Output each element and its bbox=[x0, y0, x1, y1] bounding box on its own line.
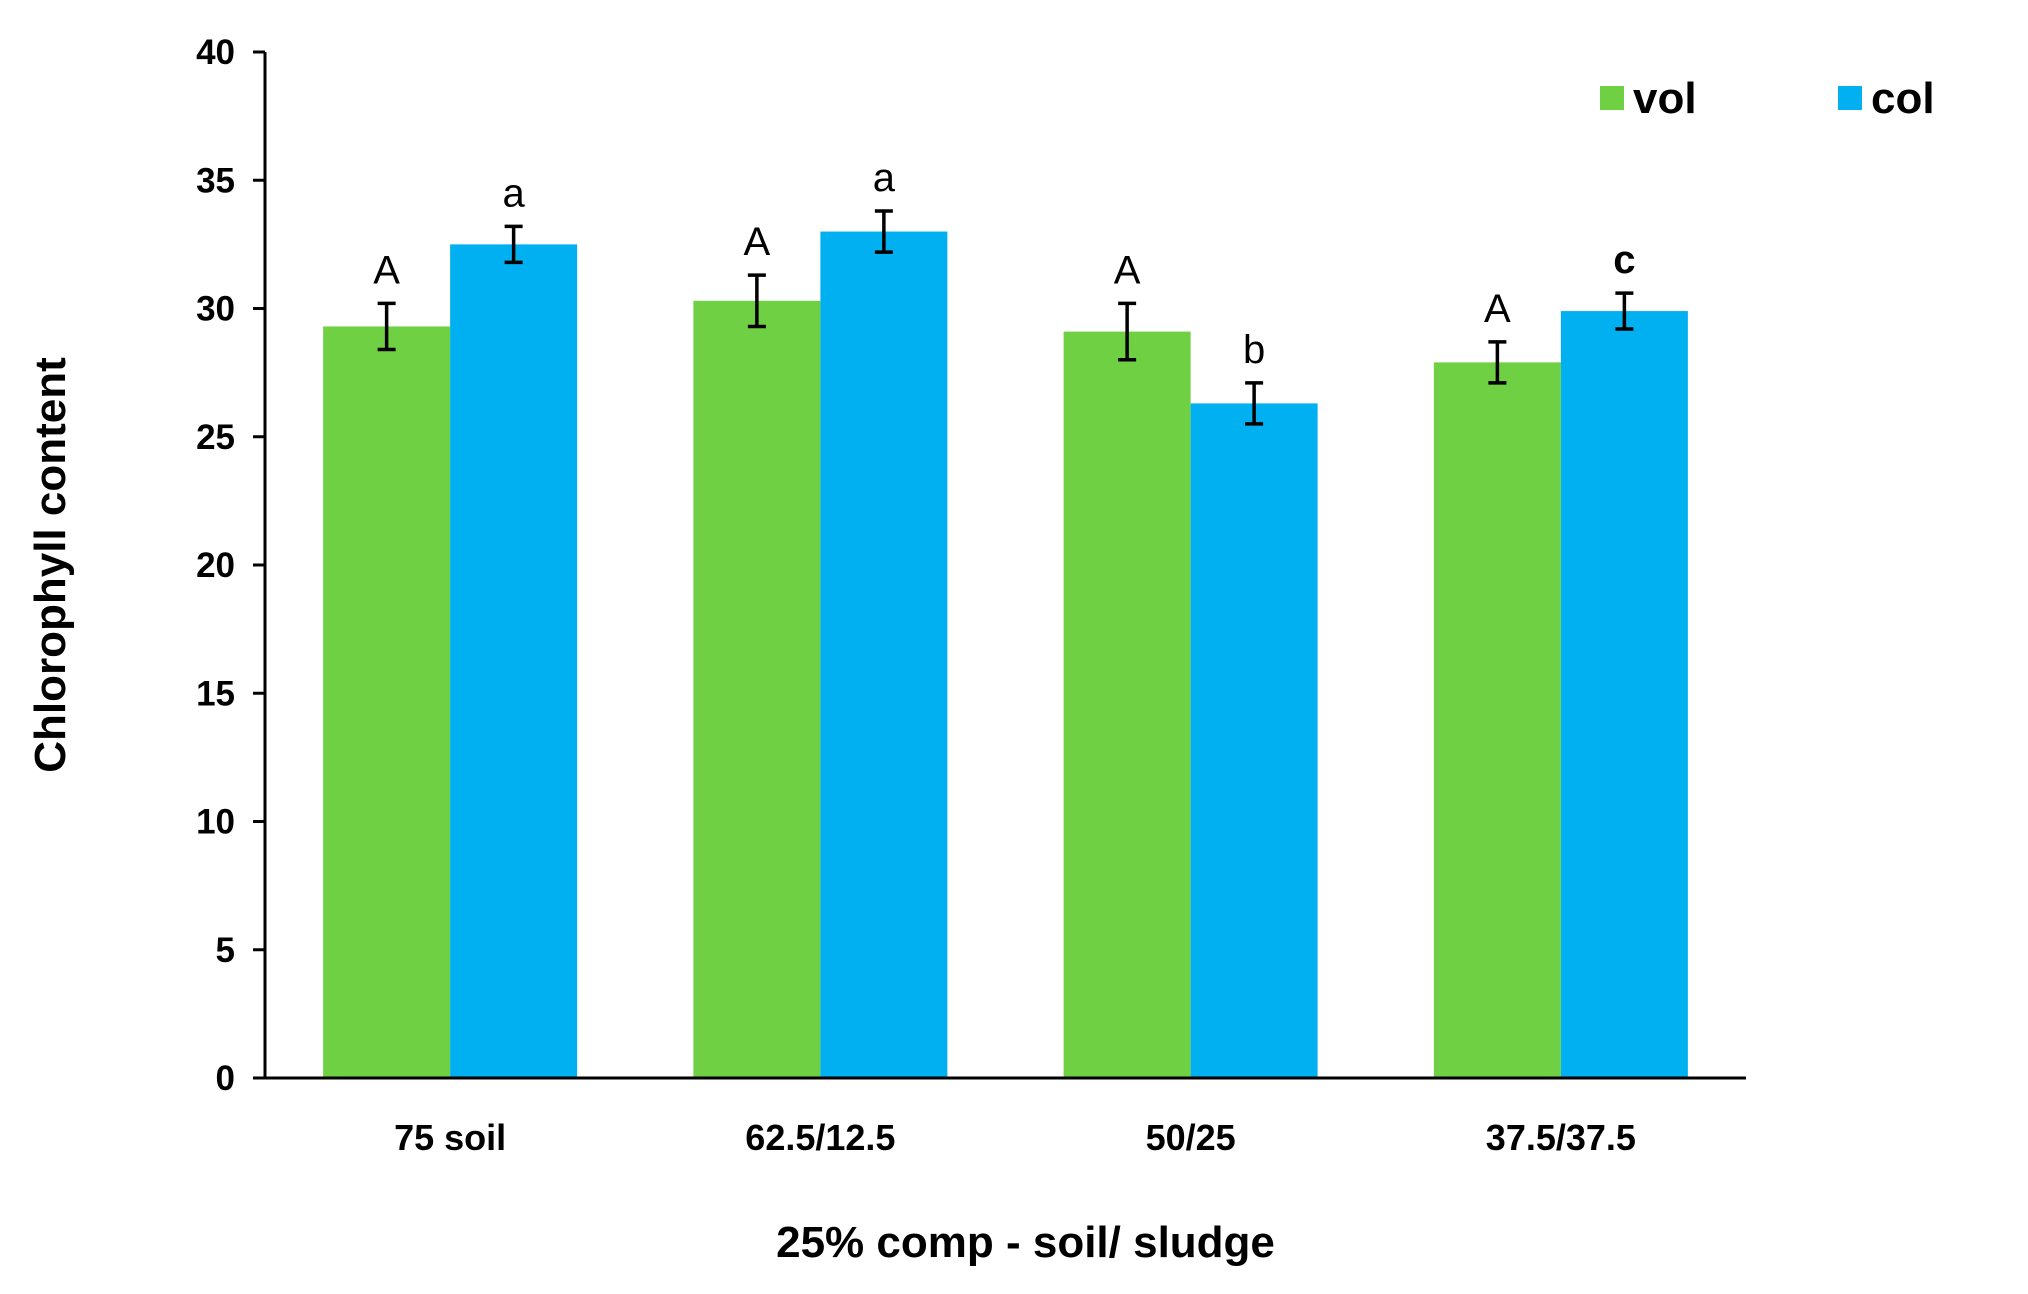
error-bar-vol-3 bbox=[1118, 301, 1137, 362]
legend-item-vol: vol bbox=[1600, 74, 1697, 123]
error-bar-vol-1 bbox=[377, 301, 396, 352]
significance-label-vol-4: A bbox=[1484, 287, 1511, 331]
x-axis-title: 25% comp - soil/ sludge bbox=[776, 1218, 1275, 1267]
y-tick-label: 30 bbox=[196, 290, 235, 329]
x-category-label: 62.5/12.5 bbox=[745, 1117, 895, 1158]
legend-swatch-vol bbox=[1600, 86, 1624, 110]
legend-item-col: col bbox=[1838, 74, 1935, 123]
y-tick-label: 15 bbox=[196, 674, 235, 713]
error-bar-vol-2 bbox=[747, 273, 766, 329]
error-bar-col-4 bbox=[1615, 291, 1634, 331]
legend-label-vol: vol bbox=[1633, 74, 1697, 123]
legend-label-col: col bbox=[1871, 74, 1935, 123]
bar-col-3 bbox=[1190, 403, 1318, 1078]
y-axis-title: Chlorophyll content bbox=[26, 357, 75, 773]
significance-label-col-2: a bbox=[873, 156, 896, 200]
y-tick-label: 5 bbox=[216, 931, 235, 970]
error-bar-col-2 bbox=[874, 209, 893, 254]
y-tick-label: 20 bbox=[196, 546, 235, 585]
significance-label-vol-1: A bbox=[373, 248, 400, 292]
significance-label-col-4: c bbox=[1613, 238, 1635, 282]
legend-swatch-col bbox=[1838, 86, 1862, 110]
error-bar-col-1 bbox=[504, 224, 523, 265]
significance-label-col-3: b bbox=[1243, 328, 1265, 372]
bar-col-2 bbox=[820, 231, 948, 1079]
bar-vol-4 bbox=[1433, 362, 1561, 1078]
bar-vol-3 bbox=[1063, 331, 1191, 1079]
y-tick-label: 0 bbox=[216, 1059, 235, 1098]
y-tick-label: 10 bbox=[196, 803, 235, 842]
error-bars-layer bbox=[377, 209, 1634, 426]
y-tick-label: 40 bbox=[196, 33, 235, 72]
significance-label-vol-2: A bbox=[744, 220, 771, 264]
bar-vol-2 bbox=[693, 300, 821, 1078]
labels-layer: Aa 75 soil Aa 62.5/12.5 Ab 50/25 Ac 37.5/37.5 bbox=[373, 156, 1636, 1158]
error-bar-vol-4 bbox=[1488, 340, 1507, 385]
bar-col-4 bbox=[1560, 311, 1688, 1078]
bars-layer bbox=[323, 231, 1688, 1079]
bar-vol-1 bbox=[323, 326, 451, 1079]
significance-label-vol-3: A bbox=[1114, 248, 1141, 292]
legend: vol col bbox=[1600, 74, 1935, 123]
significance-label-col-1: a bbox=[503, 171, 526, 215]
x-category-label: 75 soil bbox=[394, 1117, 506, 1158]
y-tick-label: 35 bbox=[196, 161, 235, 200]
y-ticks-layer: 0 5 10 15 20 25 30 35 40 bbox=[196, 33, 265, 1098]
bar-col-1 bbox=[450, 244, 578, 1078]
y-tick-label: 25 bbox=[196, 418, 235, 457]
x-category-label: 37.5/37.5 bbox=[1486, 1117, 1636, 1158]
x-category-label: 50/25 bbox=[1146, 1117, 1236, 1158]
error-bar-col-3 bbox=[1245, 381, 1264, 426]
